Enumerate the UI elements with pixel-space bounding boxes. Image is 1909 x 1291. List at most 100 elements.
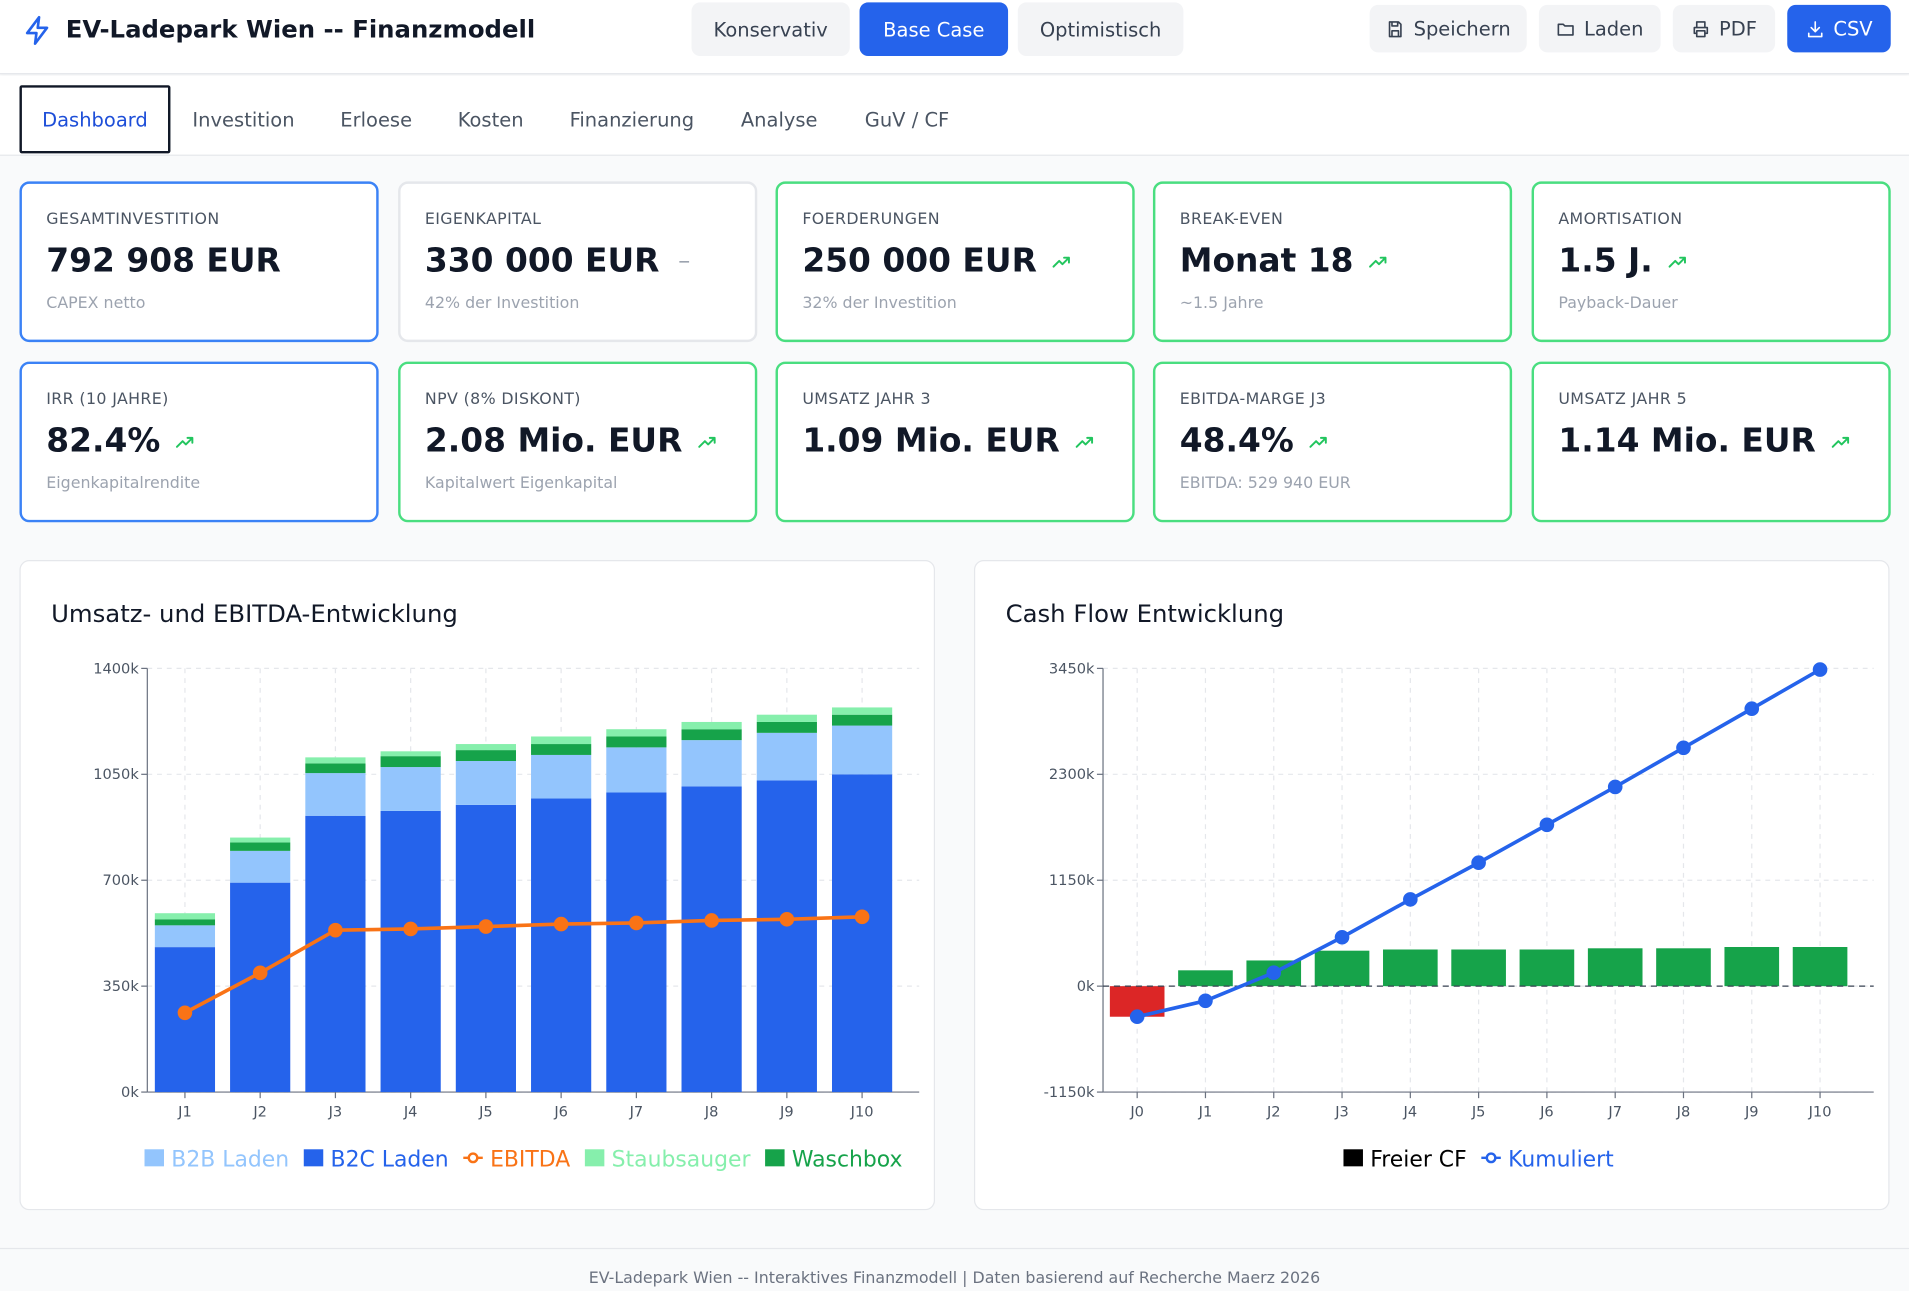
tab[interactable]: Investition <box>177 85 311 153</box>
bar <box>455 760 516 805</box>
x-tick-label: J0 <box>1129 1103 1144 1120</box>
label: 1.14 Mio. EUR <box>1558 422 1816 461</box>
point <box>252 965 268 981</box>
kpi-label: UMSATZ JAHR 3 <box>802 391 931 409</box>
bar <box>531 798 592 1093</box>
bar <box>230 842 291 851</box>
point <box>1198 993 1213 1009</box>
point <box>704 913 719 928</box>
action-button[interactable]: Speichern <box>1369 4 1527 53</box>
icon <box>1557 22 1574 36</box>
label: EBITDA-MARGE J3 <box>1179 390 1327 410</box>
point <box>1471 855 1486 871</box>
label: 32% der Investition <box>802 294 957 313</box>
legend-marker <box>303 1149 324 1167</box>
tab[interactable]: Analyse <box>721 85 838 153</box>
label: Base Case <box>883 17 985 41</box>
kpi-card: BREAK-EVEN Monat 18 ~1.5 Jahre <box>1152 181 1513 343</box>
legend-label: Kumuliert <box>1508 1147 1614 1172</box>
tab[interactable]: Erloese <box>323 85 430 153</box>
action-button[interactable]: CSV <box>1787 4 1891 53</box>
x-tick-label: J10 <box>1808 1103 1832 1120</box>
action-button[interactable]: PDF <box>1672 4 1776 53</box>
x-tick-label: J8 <box>1676 1103 1691 1120</box>
bar <box>154 919 216 926</box>
label: EIGENKAPITAL <box>424 210 542 229</box>
legend-marker <box>1343 1149 1363 1167</box>
tab[interactable]: Dashboard <box>19 85 171 154</box>
label: Payback-Dauer <box>1558 294 1678 313</box>
scenario-button[interactable]: Optimistisch <box>1017 2 1184 57</box>
label: ~1.5 Jahre <box>1179 294 1264 313</box>
bar <box>681 729 742 741</box>
label: 82.4% <box>46 422 161 461</box>
y-tick-label: 3450k <box>1049 660 1095 677</box>
label: Monat 18 <box>1179 242 1354 281</box>
legend-marker <box>1485 1152 1497 1164</box>
action-button[interactable]: Laden <box>1538 4 1661 53</box>
tab[interactable]: Kosten <box>435 85 547 153</box>
label: CSV <box>1833 17 1873 41</box>
x-tick-label: J5 <box>1471 1103 1486 1120</box>
tab[interactable]: Finanzierung <box>552 85 713 153</box>
trend-icon <box>1052 256 1070 267</box>
bar <box>1451 949 1506 987</box>
bar <box>380 756 441 768</box>
x-tick-label: J5 <box>478 1103 493 1120</box>
bar <box>606 747 667 793</box>
legend-marker <box>144 1149 164 1167</box>
x-tick-label: J3 <box>1334 1103 1349 1120</box>
x-tick-label: J8 <box>704 1103 719 1120</box>
legend-label: Freier CF <box>1370 1147 1466 1172</box>
legend: B2B Laden B2C Laden EBITDA Staubsauger Wasch… <box>144 1147 903 1172</box>
kpi-value: 792 908 EUR <box>46 242 281 280</box>
bar <box>305 773 366 816</box>
bar <box>230 882 291 1093</box>
scenario-button[interactable]: Konservativ <box>691 2 850 57</box>
bar <box>230 837 291 843</box>
kpi-card: EIGENKAPITAL 330 000 EUR 42% der Investiti… <box>398 181 758 343</box>
kpi-label: AMORTISATION <box>1558 211 1682 229</box>
x-tick-label: J10 <box>850 1103 874 1120</box>
bar <box>230 850 291 883</box>
kpi-value: 2.08 Mio. EUR <box>425 422 719 460</box>
point <box>1334 929 1350 945</box>
chart: Umsatz- und EBITDA-Entwicklung 0k 350k 700k… <box>51 599 920 1172</box>
kpi-sub: Eigenkapitalrendite <box>46 475 200 493</box>
x-tick-label: J9 <box>1744 1103 1759 1120</box>
legend-marker <box>584 1149 605 1167</box>
point <box>854 909 870 925</box>
bar <box>756 780 817 1093</box>
bar <box>1656 948 1711 987</box>
y-tick-label: 1050k <box>93 766 139 783</box>
x-tick-label: J6 <box>553 1103 568 1120</box>
point <box>629 915 644 931</box>
kpi-card: AMORTISATION 1.5 J. Payback-Dauer <box>1531 181 1891 343</box>
kpi-sub: 42% der Investition <box>425 295 580 313</box>
label: 250 000 EUR <box>802 242 1037 281</box>
scenario-button[interactable]: Base Case <box>859 2 1009 57</box>
point <box>1266 965 1282 981</box>
bar <box>1792 947 1848 987</box>
icon <box>1807 20 1823 37</box>
bar <box>531 736 592 745</box>
label: Finanzierung <box>569 107 695 131</box>
y-tick-label: 700k <box>102 872 139 889</box>
kpi-card: NPV (8% DISKONT) 2.08 Mio. EUR Kapitalwert… <box>398 361 758 523</box>
kpi-card: UMSATZ JAHR 5 1.14 Mio. EUR <box>1531 361 1891 523</box>
kpi-label: EIGENKAPITAL <box>425 211 541 229</box>
kpi-label: IRR (10 JAHRE) <box>46 391 168 409</box>
bar <box>756 732 817 781</box>
label: GESAMTINVESTITION <box>46 210 220 229</box>
chart-panel: Cash Flow Entwicklung -1150k 0k 1150k 2300k 3… <box>973 560 1890 1211</box>
bar <box>455 744 516 751</box>
tab[interactable]: GuV / CF <box>845 85 969 153</box>
label: Speichern <box>1413 17 1511 41</box>
bar <box>831 725 893 775</box>
legend-marker <box>467 1152 479 1164</box>
label: Dashboard <box>42 107 148 131</box>
label: Kosten <box>457 107 524 131</box>
chart-panel: Umsatz- und EBITDA-Entwicklung 0k 350k 700k… <box>19 560 936 1211</box>
kpi-value: 82.4% <box>46 422 197 460</box>
bar <box>1519 949 1575 987</box>
